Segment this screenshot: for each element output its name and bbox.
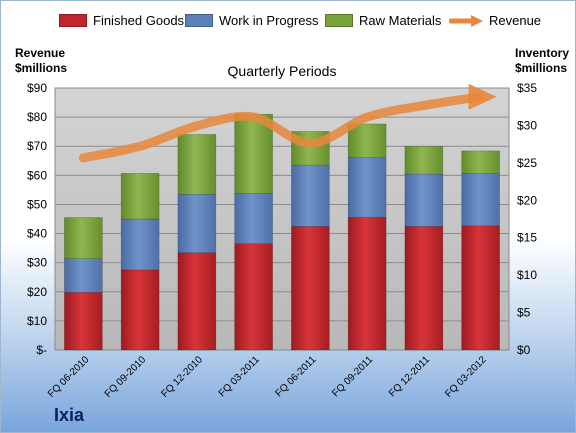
legend-arrow-icon [449,14,483,27]
legend-label-work-in-progress: Work in Progress [219,13,319,28]
x-tick-label: FQ 09-2011 [330,354,375,399]
x-tick-label: FQ 12-2010 [159,354,205,400]
right-tick-label: $10 [517,268,537,282]
bar-raw-materials [461,150,500,174]
left-tick-label: $80 [27,110,47,124]
legend-swatch-finished-goods [59,14,87,27]
bars [64,113,500,351]
right-tick-label: $0 [517,343,531,357]
bar-finished-goods [234,243,273,351]
legend-item-revenue: Revenue [449,13,541,28]
right-axis-title-line2: $millions [515,61,568,75]
right-tick-label: $15 [517,231,537,245]
right-axis-title: Inventory $millions [515,46,569,76]
bar-raw-materials [120,173,160,220]
left-tick-label: $20 [27,285,47,299]
bar-work-in-progress [461,173,500,227]
bar-work-in-progress [234,193,273,245]
revenue-line [78,83,497,163]
x-tick-label: FQ 09-2010 [103,354,149,400]
bar-work-in-progress [64,258,103,293]
right-axis-ticks: $0 $5 $10 $15 $20 $25 $30 $35 [517,81,537,357]
left-tick-label: $60 [27,168,47,182]
right-axis-title-line1: Inventory [515,46,570,60]
bar-raw-materials [64,217,103,259]
left-tick-label: $40 [27,227,47,241]
revenue-line-path [78,92,486,163]
left-tick-label: $90 [27,81,47,95]
bar-raw-materials [347,123,387,158]
bar-work-in-progress [177,193,217,253]
legend-item-work-in-progress: Work in Progress [185,13,318,28]
x-tick-label: FQ 03-2011 [217,354,262,399]
bar-finished-goods [461,225,500,351]
legend-swatch-raw-materials [325,14,353,27]
legend-label-finished-goods: Finished Goods [93,13,185,28]
bar-raw-materials [234,113,273,194]
left-tick-label: $50 [27,197,47,211]
bar-finished-goods [177,252,217,351]
right-tick-label: $25 [517,156,537,170]
legend-item-raw-materials: Raw Materials [325,13,441,28]
legend-swatch-work-in-progress [185,14,213,27]
left-tick-label: $30 [27,256,47,270]
x-tick-label: FQ 06-2010 [46,354,92,400]
bar-raw-materials [404,146,444,175]
legend-label-revenue: Revenue [489,13,542,28]
x-tick-label: FQ 06-2011 [274,354,319,399]
x-tick-label: FQ 12-2011 [387,354,432,399]
left-tick-label: $- [36,343,47,357]
bar-work-in-progress [120,218,160,271]
left-axis-title-line2: $millions [15,61,68,75]
x-axis-ticks: FQ 06-2010 FQ 09-2010 FQ 12-2010 FQ 03-2011… [46,354,489,400]
legend-item-finished-goods: Finished Goods [59,13,184,28]
left-tick-label: $10 [27,314,47,328]
left-tick-label: $70 [27,139,47,153]
bar-work-in-progress [347,157,387,218]
right-tick-label: $35 [517,81,537,95]
right-tick-label: $30 [517,118,537,132]
bar-finished-goods [404,226,444,351]
right-tick-label: $5 [517,306,531,320]
bar-work-in-progress [404,173,444,227]
bar-finished-goods [291,226,330,351]
company-name: Ixia [54,405,85,425]
bar-finished-goods [64,292,103,351]
right-tick-label: $20 [517,193,537,207]
bar-work-in-progress [291,164,330,227]
legend: Finished Goods Work in Progress Raw Mate… [1,13,575,35]
left-axis-title: Revenue $millions [15,46,67,76]
left-axis-ticks: $- $10 $20 $30 $40 $50 $60 $70 $80 $90 [27,81,47,357]
revenue-arrowhead [468,83,497,110]
x-tick-label: FQ 03-2012 [443,354,489,400]
bar-raw-materials [177,134,217,195]
bar-finished-goods [347,217,387,351]
left-axis-title-line1: Revenue [15,46,66,60]
bar-finished-goods [120,269,160,351]
chart-title: Quarterly Periods [228,63,337,79]
legend-label-raw-materials: Raw Materials [359,13,442,28]
